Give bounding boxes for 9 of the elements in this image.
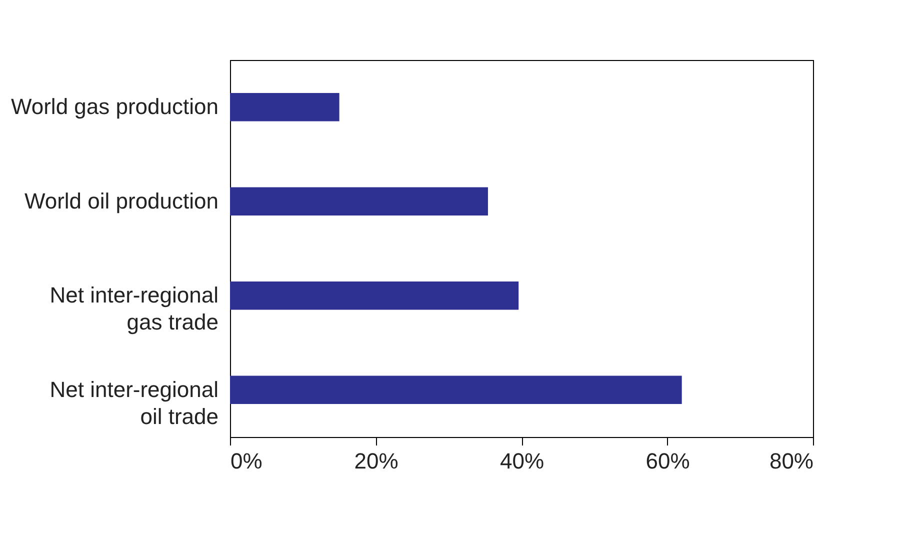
x-tick-label: 60% xyxy=(646,448,690,474)
y-tick-label: World oil production xyxy=(24,188,218,214)
x-tick-label: 0% xyxy=(230,448,262,474)
y-tick-label: Net inter-regional oil trade xyxy=(50,376,218,429)
y-tick-label: World gas production xyxy=(11,94,218,120)
y-tick-label: Net inter-regional gas trade xyxy=(50,282,218,335)
x-tick-label: 40% xyxy=(500,448,544,474)
x-tick-label: 80% xyxy=(769,448,814,474)
x-tick-label: 20% xyxy=(354,448,398,474)
